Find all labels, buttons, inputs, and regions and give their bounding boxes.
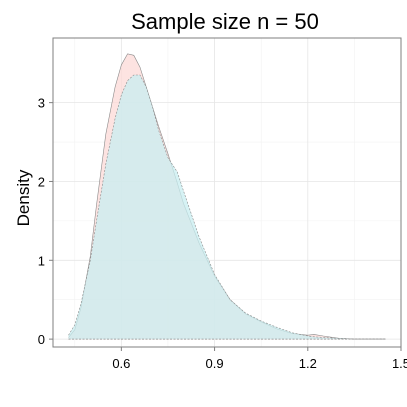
density-line-2 [68, 74, 386, 340]
x-tick-label: 0.9 [206, 356, 224, 371]
x-tick-label: 1.2 [299, 356, 317, 371]
plot-border [52, 37, 402, 348]
x-tick-label: 0.6 [112, 356, 130, 371]
y-axis-label: Density [14, 169, 33, 226]
x-tick-label: 1.5 [392, 356, 407, 371]
chart-title: Sample size n = 50 [131, 9, 319, 34]
y-tick-label: 2 [38, 174, 45, 189]
density-areas [68, 53, 386, 340]
y-tick-label: 1 [38, 253, 45, 268]
y-tick-label: 0 [38, 332, 45, 347]
density-area-2 [68, 75, 386, 340]
y-tick-label: 3 [38, 96, 45, 111]
axis-ticks: 0.6 0.9 1.2 1.5 0 1 2 3 [38, 96, 407, 371]
